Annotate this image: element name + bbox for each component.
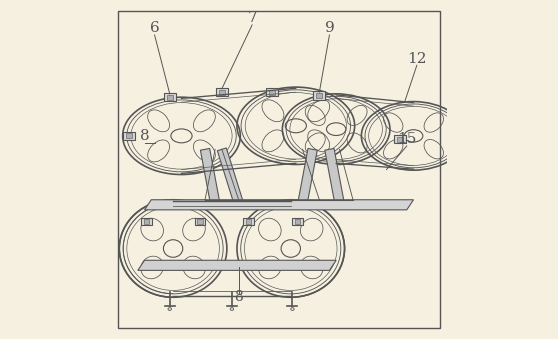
Polygon shape xyxy=(298,148,318,204)
Bar xyxy=(397,137,403,142)
Polygon shape xyxy=(200,148,220,204)
Text: 15: 15 xyxy=(397,132,416,146)
Bar xyxy=(266,88,278,96)
Text: 6: 6 xyxy=(150,21,160,35)
Polygon shape xyxy=(325,148,344,204)
Bar xyxy=(126,134,132,138)
Text: 8: 8 xyxy=(234,290,243,304)
Bar xyxy=(216,88,228,96)
Bar xyxy=(198,219,203,224)
Bar xyxy=(313,91,325,100)
Text: 7: 7 xyxy=(247,11,257,25)
Bar xyxy=(163,93,176,101)
Bar xyxy=(292,218,303,225)
Bar xyxy=(167,95,173,100)
Bar xyxy=(219,90,225,95)
Bar xyxy=(243,218,254,225)
Polygon shape xyxy=(138,260,336,271)
Bar xyxy=(143,219,149,224)
Bar xyxy=(141,218,152,225)
Bar xyxy=(270,90,275,95)
Bar xyxy=(394,135,406,143)
Bar xyxy=(295,219,300,224)
Bar xyxy=(123,132,136,140)
Bar xyxy=(246,219,252,224)
Text: 9: 9 xyxy=(325,21,334,35)
Text: 12: 12 xyxy=(407,52,427,65)
Bar xyxy=(195,218,205,225)
Polygon shape xyxy=(145,200,413,210)
Polygon shape xyxy=(218,148,243,204)
Text: 8: 8 xyxy=(140,129,150,143)
Bar xyxy=(316,93,323,98)
